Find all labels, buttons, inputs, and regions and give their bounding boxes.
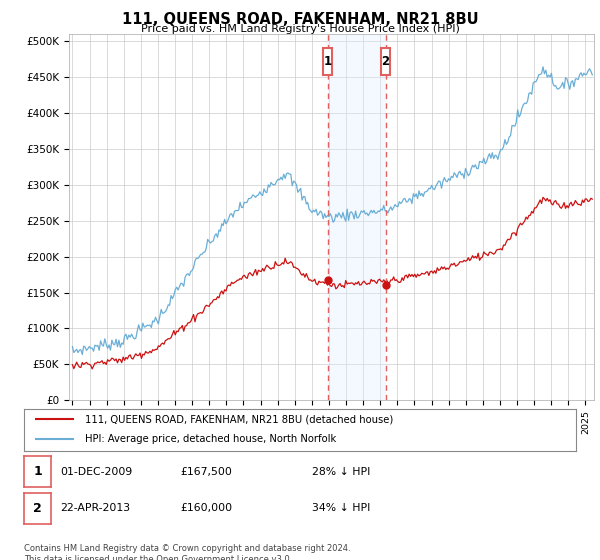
Text: 1: 1	[323, 55, 332, 68]
Text: 01-DEC-2009: 01-DEC-2009	[60, 467, 132, 477]
Bar	[381, 48, 390, 75]
Text: 111, QUEENS ROAD, FAKENHAM, NR21 8BU: 111, QUEENS ROAD, FAKENHAM, NR21 8BU	[122, 12, 478, 27]
Text: 111, QUEENS ROAD, FAKENHAM, NR21 8BU (detached house): 111, QUEENS ROAD, FAKENHAM, NR21 8BU (de…	[85, 414, 393, 424]
Text: Price paid vs. HM Land Registry's House Price Index (HPI): Price paid vs. HM Land Registry's House …	[140, 24, 460, 34]
Bar	[328, 34, 386, 400]
Bar	[323, 48, 332, 75]
Text: £167,500: £167,500	[180, 467, 232, 477]
Text: Contains HM Land Registry data © Crown copyright and database right 2024.
This d: Contains HM Land Registry data © Crown c…	[24, 544, 350, 560]
Text: 2: 2	[382, 55, 389, 68]
Text: 22-APR-2013: 22-APR-2013	[60, 503, 130, 513]
Text: 1: 1	[33, 465, 42, 478]
Text: 34% ↓ HPI: 34% ↓ HPI	[312, 503, 370, 513]
Text: 28% ↓ HPI: 28% ↓ HPI	[312, 467, 370, 477]
Text: £160,000: £160,000	[180, 503, 232, 513]
Text: HPI: Average price, detached house, North Norfolk: HPI: Average price, detached house, Nort…	[85, 434, 336, 444]
Text: 2: 2	[33, 502, 42, 515]
